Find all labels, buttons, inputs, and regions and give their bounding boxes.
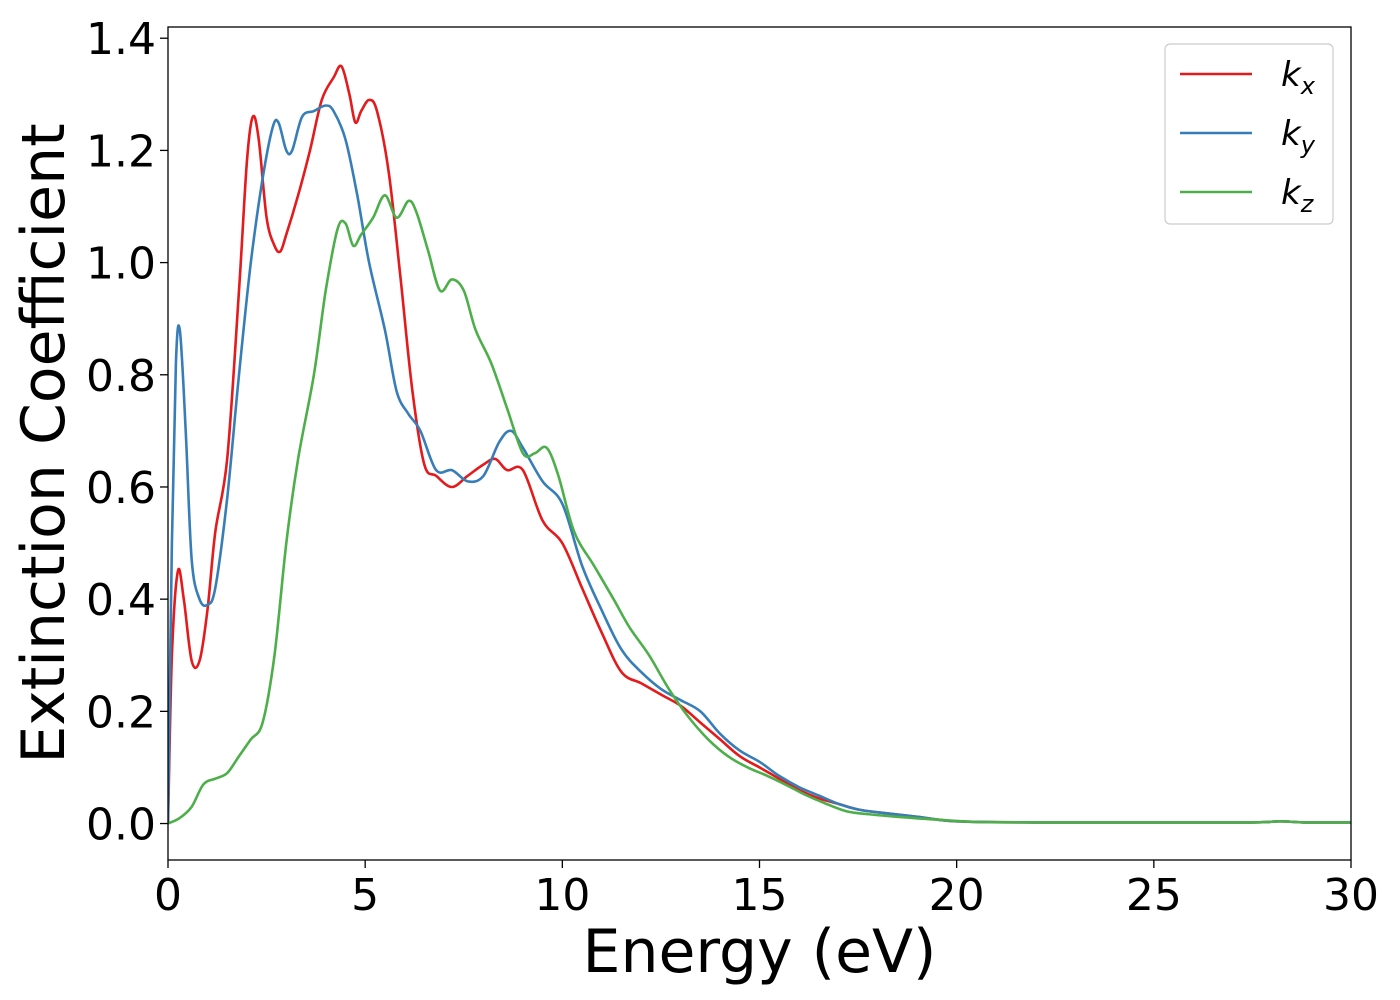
legend-label-ky: ky xyxy=(1281,114,1316,159)
y-tick-label: 0.0 xyxy=(86,800,156,851)
x-tick-label: 30 xyxy=(1323,870,1379,921)
legend-label-subscript: z xyxy=(1300,190,1315,218)
x-tick-label: 10 xyxy=(534,870,590,921)
y-tick-label: 1.2 xyxy=(86,126,156,177)
y-tick-label: 0.2 xyxy=(86,687,156,738)
legend-label-subscript: y xyxy=(1300,131,1316,159)
x-axis-label: Energy (eV) xyxy=(583,917,937,987)
series-lines xyxy=(168,64,1351,825)
x-tick-label: 5 xyxy=(351,870,379,921)
series-line-kz xyxy=(168,194,1351,825)
y-tick-label: 0.8 xyxy=(86,351,156,402)
x-axis-ticks: 0 5 10 15 20 25 30 xyxy=(154,860,1379,921)
legend-label-main: k xyxy=(1281,173,1302,213)
legend-label-kx: kx xyxy=(1281,55,1316,100)
x-tick-label: 25 xyxy=(1126,870,1182,921)
y-axis-label: Extinction Coefficient xyxy=(9,123,79,763)
legend-label-subscript: x xyxy=(1300,72,1316,100)
x-tick-label: 20 xyxy=(929,870,985,921)
y-axis-ticks: 0.0 0.2 0.4 0.6 0.8 1.0 1.2 1.4 xyxy=(86,14,168,851)
y-tick-label: 0.6 xyxy=(86,463,156,514)
x-tick-label: 0 xyxy=(154,870,182,921)
series-line-ky xyxy=(168,104,1351,824)
legend-label-main: k xyxy=(1281,114,1302,154)
x-tick-label: 15 xyxy=(732,870,788,921)
legend-label-main: k xyxy=(1281,55,1302,95)
legend-label-kz: kz xyxy=(1281,173,1315,218)
y-tick-label: 1.0 xyxy=(86,239,156,290)
y-tick-label: 1.4 xyxy=(86,14,156,65)
y-tick-label: 0.4 xyxy=(86,575,156,626)
